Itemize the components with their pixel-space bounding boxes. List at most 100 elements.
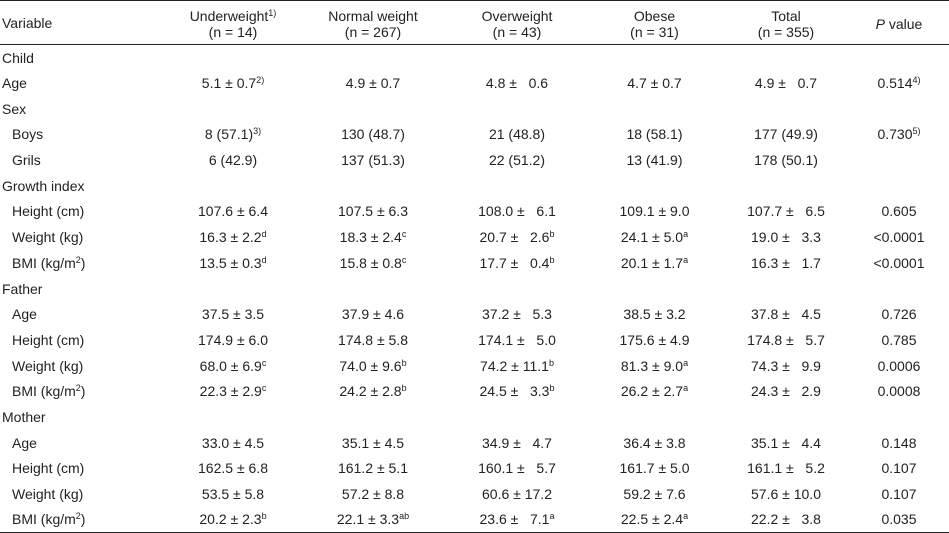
empty-cell	[298, 404, 448, 430]
p-value-cell: 0.0006	[877, 357, 921, 374]
section-row: Mother	[0, 404, 949, 430]
empty-cell	[723, 173, 849, 199]
table-header: Variable Underweight1) (n = 14) Normal we…	[0, 0, 949, 45]
row-label: Age	[12, 306, 37, 323]
value-cell: 37.9 ± 4.6	[341, 306, 405, 323]
empty-cell	[586, 173, 723, 199]
header-overweight: Overweight (n = 43)	[448, 0, 586, 45]
value-cell: 20.2 ± 2.3b	[168, 506, 298, 533]
value-cell: 57.6 ± 10.0	[751, 486, 821, 503]
row-label: Weight (kg)	[12, 486, 84, 503]
value-cell: 174.9 ± 6.0	[198, 331, 268, 348]
value-cell: 16.3 ± 2.2d	[199, 229, 267, 246]
row-label: Boys	[12, 126, 44, 143]
row-label: Height (cm)	[12, 203, 85, 220]
empty-cell	[168, 173, 298, 199]
value-cell: 24.5 ± 3.3b	[479, 383, 555, 400]
table-row: Height (cm) 174.9 ± 6.0 174.8 ± 5.8 174.1 ±…	[0, 327, 949, 353]
value-cell: 174.8 ± 5.8	[338, 331, 408, 348]
value-cell: 38.5 ± 3.2	[623, 306, 686, 323]
empty-cell	[723, 96, 849, 122]
value-cell: 22.3 ± 2.9c	[199, 383, 267, 400]
header-obese: Obese (n = 31)	[586, 0, 723, 45]
section-label: Mother	[2, 408, 46, 425]
value-cell: 161.2 ± 5.1	[338, 460, 408, 477]
row-label: BMI (kg/m2)	[0, 506, 168, 533]
value-cell: 74.3 ± 9.9	[751, 357, 821, 374]
value-cell: 4.9 ± 0.7	[345, 75, 401, 92]
section-label: Father	[2, 280, 43, 297]
empty-cell	[723, 276, 849, 302]
table-row: BMI (kg/m2) 22.3 ± 2.9c 24.2 ± 2.8b 24.5 ± …	[0, 378, 949, 404]
value-cell: 36.4 ± 3.8	[623, 434, 686, 451]
row-label: Height (cm)	[12, 331, 85, 348]
section-label: Child	[2, 49, 34, 66]
value-cell: 53.5 ± 5.8	[201, 486, 265, 503]
empty-cell	[168, 96, 298, 122]
empty-cell	[298, 276, 448, 302]
value-cell: 24.3 ± 2.9	[751, 383, 821, 400]
p-value-cell	[849, 147, 949, 173]
value-cell: 16.3 ± 1.7	[751, 254, 821, 271]
table-row: Age 33.0 ± 4.5 35.1 ± 4.5 34.9 ± 4.7 36.4 ± …	[0, 430, 949, 456]
value-cell: 26.2 ± 2.7a	[620, 383, 689, 400]
table-row: Weight (kg) 68.0 ± 6.9c 74.0 ± 9.6b 74.2 ± …	[0, 353, 949, 379]
value-cell: 81.3 ± 9.0a	[620, 357, 689, 374]
value-cell: 24.1 ± 5.0a	[620, 229, 689, 246]
value-cell: 24.2 ± 2.8b	[339, 383, 407, 400]
empty-cell	[168, 276, 298, 302]
value-cell: 4.7 ± 0.7	[627, 75, 682, 92]
value-cell: 161.7 ± 5.0	[619, 460, 690, 477]
value-cell: 15.8 ± 0.8c	[339, 254, 407, 271]
value-cell: 34.9 ± 4.7	[482, 434, 552, 451]
empty-cell	[448, 276, 586, 302]
section-label: Growth index	[2, 177, 85, 194]
table-body: Child Age 5.1 ± 0.72) 4.9 ± 0.7 4.8 ± 0.6 4.7…	[0, 45, 949, 533]
value-cell: 107.6 ± 6.4	[198, 203, 268, 220]
empty-cell	[586, 276, 723, 302]
value-cell: 130 (48.7)	[341, 126, 405, 143]
table-row: Grils 6 (42.9) 137 (51.3) 22 (51.2) 13 (41.9…	[0, 147, 949, 173]
value-cell: 13 (41.9)	[626, 152, 683, 169]
value-cell: 174.1 ± 5.0	[478, 331, 556, 348]
header-variable: Variable	[0, 0, 168, 45]
p-value-cell: 0.035	[849, 506, 949, 533]
section-label: Sex	[2, 100, 27, 117]
p-value-cell: 0.605	[881, 203, 917, 220]
value-cell: 8 (57.1)3)	[204, 126, 262, 143]
table-row: Age 37.5 ± 3.5 37.9 ± 4.6 37.2 ± 5.3 38.5 ± …	[0, 301, 949, 327]
value-cell: 13.5 ± 0.3d	[199, 254, 267, 271]
row-label: BMI (kg/m2)	[12, 383, 86, 400]
table-row: Boys 8 (57.1)3) 130 (48.7) 21 (48.8) 18 (58.…	[0, 122, 949, 148]
value-cell: 162.5 ± 6.8	[198, 460, 268, 477]
empty-cell	[723, 45, 849, 71]
row-label: BMI (kg/m2)	[12, 254, 86, 271]
row-label: Weight (kg)	[12, 357, 84, 374]
empty-cell	[586, 45, 723, 71]
table-row: BMI (kg/m2) 20.2 ± 2.3b 22.1 ± 3.3ab 23.6 ±…	[0, 506, 949, 533]
value-cell: 18.3 ± 2.4c	[339, 229, 407, 246]
value-cell: 35.1 ± 4.4	[751, 434, 821, 451]
header-normal-weight: Normal weight (n = 267)	[298, 0, 448, 45]
row-label: Age	[12, 434, 37, 451]
value-cell: 22.5 ± 2.4a	[586, 506, 723, 533]
empty-cell	[849, 173, 949, 199]
value-cell: 74.2 ± 11.1b	[480, 357, 554, 374]
value-cell: 68.0 ± 6.9c	[199, 357, 267, 374]
table-row: Height (cm) 162.5 ± 6.8 161.2 ± 5.1 160.1 ±…	[0, 456, 949, 482]
section-row: Child	[0, 45, 949, 71]
value-cell: 74.0 ± 9.6b	[339, 357, 407, 374]
empty-cell	[586, 404, 723, 430]
header-total: Total (n = 355)	[723, 0, 849, 45]
row-label: Weight (kg)	[12, 229, 84, 246]
p-value-cell: 0.148	[881, 434, 917, 451]
row-label: Age	[2, 75, 27, 92]
value-cell: 21 (48.8)	[488, 126, 546, 143]
value-cell: 18 (58.1)	[626, 126, 683, 143]
value-cell: 177 (49.9)	[754, 126, 818, 143]
value-cell: 22.1 ± 3.3ab	[298, 506, 448, 533]
table-row: BMI (kg/m2) 13.5 ± 0.3d 15.8 ± 0.8c 17.7 ± …	[0, 250, 949, 276]
value-cell: 161.1 ± 5.2	[747, 460, 825, 477]
value-cell: 23.6 ± 7.1a	[448, 506, 586, 533]
